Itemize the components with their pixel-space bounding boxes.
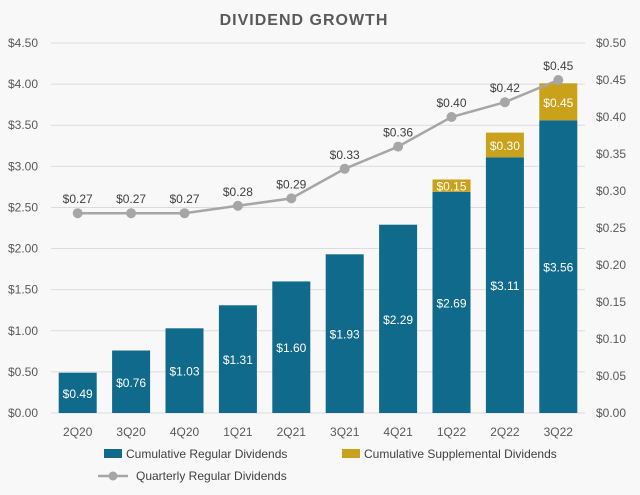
right-tick-label: $0.50 — [596, 36, 626, 50]
supplemental-dividend-bar — [485, 132, 524, 158]
x-tick-label: 4Q21 — [383, 425, 413, 439]
legend: Cumulative Regular Dividends Cumulative S… — [98, 447, 557, 483]
supplemental-dividend-bar — [539, 83, 578, 121]
regular-dividend-label: $3.56 — [543, 261, 573, 275]
quarterly-dividend-label: $0.29 — [276, 177, 306, 191]
right-tick-label: $0.40 — [596, 110, 626, 124]
regular-dividend-label: $1.31 — [223, 353, 253, 367]
quarterly-dividend-line — [77, 78, 559, 215]
regular-dividend-label: $3.11 — [490, 279, 519, 293]
supplemental-dividend-bar — [432, 179, 471, 192]
quarterly-dividend-label: $0.42 — [490, 81, 520, 95]
regular-dividend-label: $0.49 — [63, 387, 93, 401]
x-tick-label: 1Q21 — [223, 425, 253, 439]
quarterly-dividend-label: $0.27 — [63, 192, 93, 206]
legend-label-regular: Cumulative Regular Dividends — [126, 447, 287, 461]
left-tick-label: $0.50 — [8, 365, 38, 379]
regular-dividend-label: $0.76 — [116, 376, 146, 390]
regular-dividend-label: $2.29 — [383, 313, 413, 327]
regular-dividend-bar — [325, 254, 364, 413]
left-tick-label: $2.00 — [8, 242, 38, 256]
regular-dividend-bar — [112, 350, 151, 413]
x-tick-label: 3Q22 — [544, 425, 574, 439]
left-tick-label: $3.50 — [8, 118, 38, 132]
left-tick-label: $4.00 — [8, 77, 38, 91]
x-tick-label: 4Q20 — [170, 425, 200, 439]
regular-dividend-bar — [58, 372, 97, 413]
quarterly-dividend-label: $0.33 — [330, 148, 360, 162]
quarterly-dividend-point — [553, 75, 564, 85]
quarterly-dividend-label: $0.27 — [116, 192, 146, 206]
quarterly-dividend-label: $0.27 — [169, 192, 199, 206]
x-tick-label: 1Q22 — [437, 425, 467, 439]
quarterly-dividend-point — [179, 208, 190, 219]
legend-label-quarterly: Quarterly Regular Dividends — [136, 469, 287, 483]
right-tick-label: $0.30 — [596, 184, 626, 198]
right-tick-label: $0.00 — [596, 406, 626, 420]
quarterly-dividend-label: $0.28 — [223, 185, 253, 199]
supplemental-dividend-label: $0.15 — [436, 180, 466, 194]
x-tick-label: 2Q22 — [490, 425, 520, 439]
supplemental-dividend-label: $0.45 — [543, 96, 573, 110]
quarterly-dividend-point — [232, 200, 243, 211]
x-tick-label: 3Q20 — [116, 425, 146, 439]
quarterly-dividend-point — [286, 193, 297, 204]
quarterly-dividend-point — [499, 97, 510, 108]
regular-dividend-bar — [432, 191, 471, 413]
regular-dividend-bar — [272, 281, 311, 413]
quarterly-dividend-label: $0.36 — [383, 126, 413, 140]
quarterly-dividend-point — [446, 112, 457, 122]
regular-dividend-label: $1.03 — [169, 365, 199, 379]
regular-dividend-bar — [379, 224, 418, 413]
regular-dividend-bar — [539, 120, 578, 414]
x-tick-label: 2Q20 — [63, 425, 93, 439]
x-tick-label: 2Q21 — [277, 425, 307, 439]
left-tick-label: $3.00 — [8, 159, 38, 173]
left-tick-label: $4.50 — [8, 36, 38, 50]
left-tick-label: $1.00 — [8, 324, 38, 338]
right-tick-label: $0.15 — [596, 295, 626, 309]
line-series: $0.27 $0.27 $0.27 $0.28 $0.29 $0.33 $0.36 $0.40… — [63, 59, 574, 219]
regular-dividend-label: $1.60 — [276, 341, 306, 355]
right-tick-label: $0.10 — [596, 332, 626, 346]
supplemental-dividend-label: $0.30 — [490, 139, 520, 153]
legend-label-supplemental: Cumulative Supplemental Dividends — [364, 447, 557, 461]
right-tick-label: $0.20 — [596, 258, 626, 272]
chart-title: DIVIDEND GROWTH — [220, 12, 389, 29]
legend-swatch-regular — [104, 449, 122, 458]
bar-series: $0.49 $0.76 $1.03 $1.31 $1.60 $1.93 $2.29 $2.69… — [58, 83, 578, 414]
regular-dividend-bar — [485, 157, 524, 413]
right-tick-label: $0.05 — [596, 369, 626, 383]
right-tick-label: $0.35 — [596, 147, 626, 161]
x-tick-label: 3Q21 — [330, 425, 360, 439]
right-tick-label: $0.45 — [596, 73, 626, 87]
regular-dividend-bar — [218, 305, 257, 413]
left-tick-label: $2.50 — [8, 200, 38, 214]
legend-marker-quarterly — [108, 471, 118, 481]
right-axis: $0.00 $0.05 $0.10 $0.15 $0.20 $0.25 $0.30 $0.35… — [596, 36, 626, 420]
quarterly-dividend-label: $0.40 — [436, 96, 466, 110]
left-tick-label: $0.00 — [8, 406, 38, 420]
left-tick-label: $1.50 — [8, 283, 38, 297]
quarterly-dividend-point — [339, 163, 350, 174]
legend-swatch-supplemental — [342, 449, 360, 458]
right-tick-label: $0.25 — [596, 221, 626, 235]
regular-dividend-bar — [165, 328, 204, 413]
regular-dividend-label: $1.93 — [330, 328, 360, 342]
left-axis: $0.00 $0.50 $1.00 $1.50 $2.00 $2.50 $3.00 $3.50… — [8, 36, 38, 420]
quarterly-dividend-point — [393, 141, 404, 152]
regular-dividend-label: $2.69 — [436, 296, 466, 310]
x-axis: 2Q20 3Q20 4Q20 1Q21 2Q21 3Q21 4Q21 1Q22 2Q22 3Q22 — [63, 425, 573, 439]
quarterly-dividend-point — [72, 208, 83, 219]
quarterly-dividend-label: $0.45 — [543, 59, 573, 73]
quarterly-dividend-point — [126, 208, 137, 219]
